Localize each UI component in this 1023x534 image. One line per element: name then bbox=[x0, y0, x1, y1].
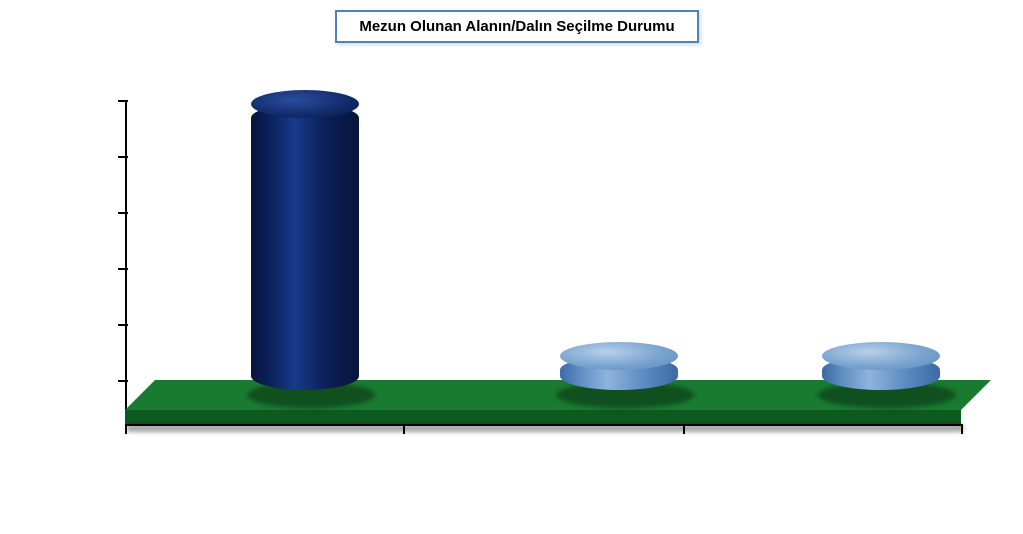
bar-body bbox=[822, 356, 940, 390]
x-tick bbox=[683, 424, 685, 434]
x-tick bbox=[125, 424, 127, 434]
bar bbox=[251, 104, 359, 390]
bar-body bbox=[251, 104, 359, 390]
y-tick bbox=[118, 100, 128, 102]
chart-title: Mezun Olunan Alanın/Dalın Seçilme Durumu bbox=[335, 10, 699, 43]
bar-body bbox=[560, 356, 678, 390]
bar bbox=[822, 356, 940, 390]
chart-floor-front bbox=[125, 410, 961, 424]
x-tick bbox=[961, 424, 963, 434]
y-tick bbox=[118, 156, 128, 158]
bar bbox=[560, 356, 678, 390]
x-axis-line bbox=[125, 424, 961, 426]
chart-container: Mezun Olunan Alanın/Dalın Seçilme Durumu bbox=[0, 0, 1023, 534]
x-tick bbox=[403, 424, 405, 434]
y-tick bbox=[118, 324, 128, 326]
y-tick bbox=[118, 212, 128, 214]
plot-area bbox=[80, 100, 960, 430]
y-tick bbox=[118, 268, 128, 270]
